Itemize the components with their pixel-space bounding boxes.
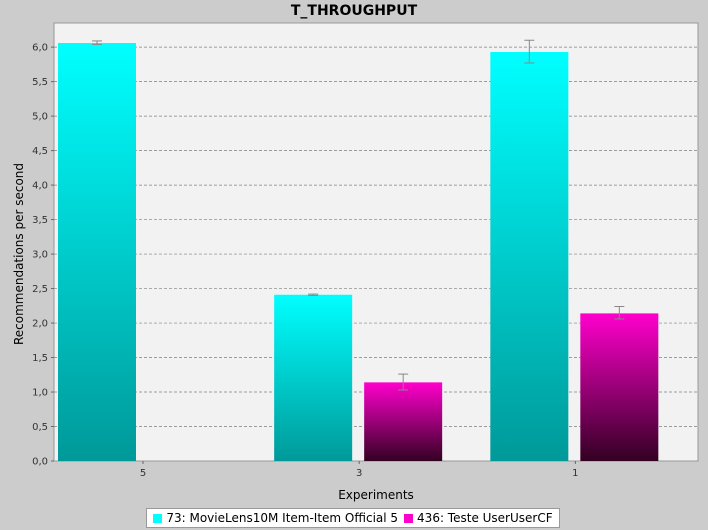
- x-tick-label: 5: [140, 468, 146, 479]
- x-tick-label: 3: [356, 468, 362, 479]
- legend-swatch-series-0: [153, 513, 163, 523]
- chart-title: T_THROUGHPUT: [291, 3, 418, 19]
- error-bar-5-series-0: [92, 40, 102, 45]
- x-tick-label: 1: [572, 468, 578, 479]
- bars: [58, 43, 659, 462]
- legend-label-series-0: 73: MovieLens10M Item-Item Official 5: [166, 511, 399, 525]
- y-tick-label: 4,0: [32, 181, 48, 192]
- bar-3-series-0: [274, 294, 353, 461]
- legend-swatch-series-1: [404, 513, 414, 523]
- error-bar-1-series-1: [614, 305, 625, 320]
- y-axis-label: Recommendations per second: [12, 163, 26, 345]
- y-tick-label: 2,5: [32, 284, 48, 295]
- y-tick-label: 5,0: [32, 112, 48, 123]
- y-tick-label: 3,0: [32, 250, 48, 261]
- legend-item-series-1: 436: Teste UserUserCF: [404, 511, 553, 525]
- chart-legend: 73: MovieLens10M Item-Item Official 5 43…: [146, 508, 560, 528]
- y-tick-label: 0,0: [32, 457, 48, 468]
- bar-1-series-1: [580, 313, 659, 461]
- y-tick-label: 6,0: [32, 43, 48, 54]
- y-tick-label: 4,5: [32, 146, 48, 157]
- bar-3-series-1: [364, 382, 443, 461]
- error-bars: [92, 39, 625, 391]
- x-axis-ticks: 5 3 1: [140, 461, 579, 479]
- y-tick-label: 5,5: [32, 77, 48, 88]
- bar-5-series-0: [58, 43, 136, 462]
- y-tick-label: 2,0: [32, 319, 48, 330]
- x-axis-label: Experiments: [338, 488, 414, 502]
- y-tick-label: 3,5: [32, 215, 48, 226]
- y-tick-label: 1,5: [32, 353, 48, 364]
- error-bar-3-series-1: [398, 373, 409, 391]
- y-axis-ticks: 0,0 0,5 1,0 1,5 2,0 2,5 3,0 3,5 4,0 4,5 5,0 5,5 6,0: [32, 43, 54, 468]
- bar-1-series-0: [490, 51, 569, 461]
- y-tick-label: 0,5: [32, 422, 48, 433]
- y-tick-label: 1,0: [32, 388, 48, 399]
- legend-item-series-0: 73: MovieLens10M Item-Item Official 5: [153, 511, 398, 525]
- error-bar-1-series-0: [524, 39, 535, 64]
- legend-label-series-1: 436: Teste UserUserCF: [417, 511, 553, 525]
- error-bar-3-series-0: [308, 293, 319, 296]
